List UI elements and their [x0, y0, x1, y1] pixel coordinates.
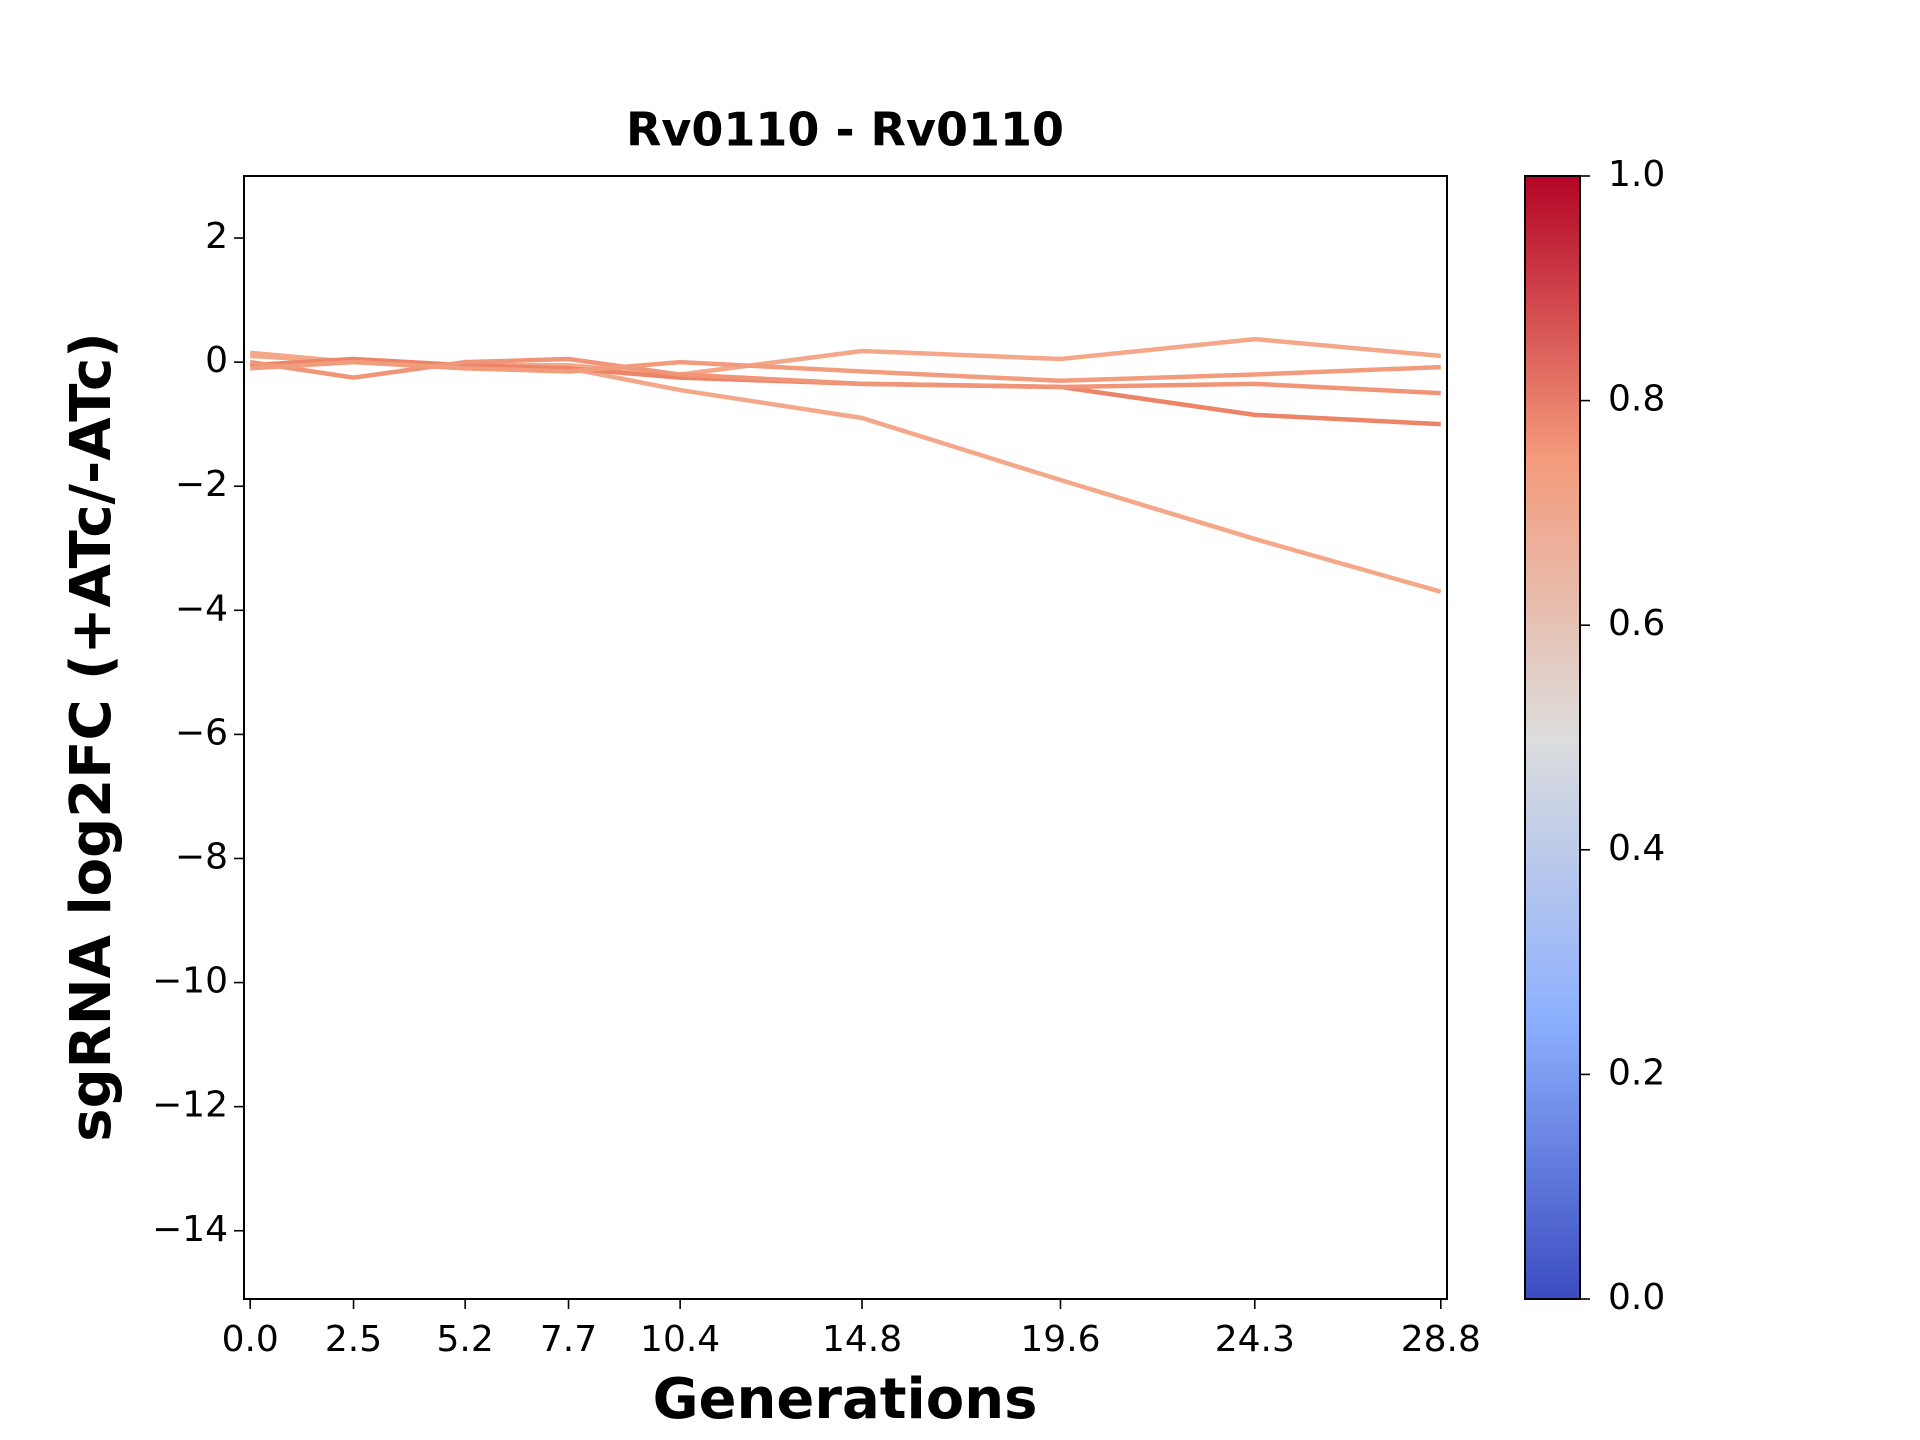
- line: [249, 356, 1441, 396]
- x-tick-label: 28.8: [1401, 1319, 1481, 1360]
- y-tick-label: −14: [152, 1209, 228, 1250]
- x-tick-label: 10.4: [640, 1319, 720, 1360]
- x-tick-label: 14.8: [822, 1319, 902, 1360]
- y-tick-label: −12: [152, 1085, 228, 1126]
- colorbar-tick-label: 0.0: [1608, 1277, 1665, 1318]
- colorbar-tick-label: 1.0: [1608, 154, 1665, 195]
- axes-frame: [243, 175, 1448, 1300]
- y-tick-label: −8: [175, 836, 228, 877]
- colorbar-tick-label: 0.4: [1608, 828, 1665, 869]
- y-tick-label: 0: [205, 340, 228, 381]
- colorbar-tick-label: 0.8: [1608, 379, 1665, 420]
- y-tick-label: −6: [175, 712, 228, 753]
- plot-area: [249, 336, 1442, 594]
- x-tick-label: 5.2: [437, 1319, 494, 1360]
- x-tick-label: 0.0: [222, 1319, 279, 1360]
- x-axis-label: Generations: [653, 1367, 1038, 1432]
- line: [250, 359, 1441, 383]
- chart-title: Rv0110 - Rv0110: [626, 103, 1064, 157]
- y-tick-label: −4: [175, 588, 228, 629]
- line: [250, 353, 1442, 594]
- x-tick-label: 24.3: [1215, 1319, 1295, 1360]
- colorbar-tick-label: 0.6: [1608, 603, 1665, 644]
- x-tick-label: 19.6: [1020, 1319, 1100, 1360]
- line: [250, 356, 1441, 427]
- y-axis-label: sgRNA log2FC (+ATc/-ATc): [59, 332, 124, 1142]
- y-tick-label: −2: [175, 464, 228, 505]
- y-tick-label: 2: [205, 216, 228, 257]
- y-tick-label: −10: [152, 961, 228, 1002]
- x-tick-label: 2.5: [325, 1319, 382, 1360]
- colorbar-tick-label: 0.2: [1608, 1052, 1665, 1093]
- colorbar: [1524, 175, 1581, 1300]
- x-tick-label: 7.7: [540, 1319, 597, 1360]
